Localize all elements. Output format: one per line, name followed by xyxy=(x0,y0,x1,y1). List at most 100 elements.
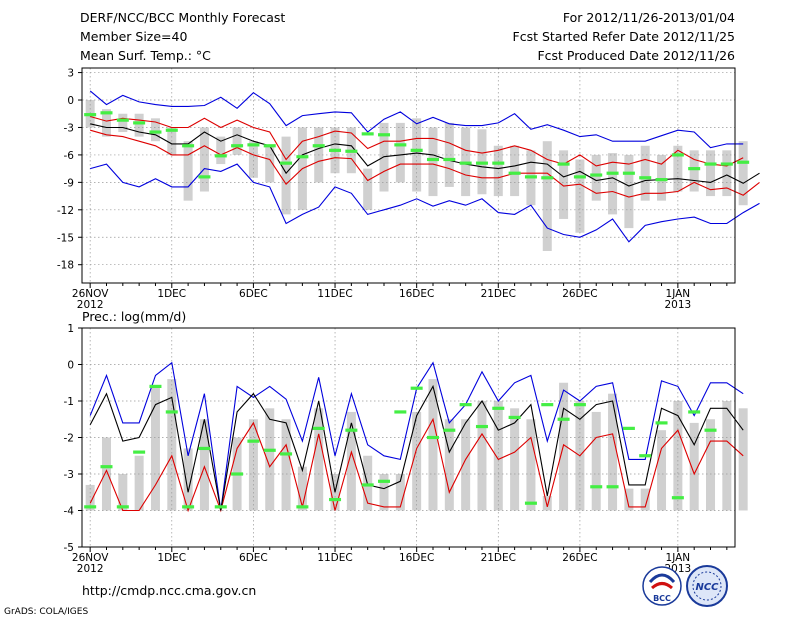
prec-climo-marker-21 xyxy=(426,435,439,440)
temp-spread-bar-26 xyxy=(510,145,520,197)
prec-climo-marker-20 xyxy=(410,386,423,390)
precip-title: Prec.: log(mm/d) xyxy=(82,309,186,324)
temp-climo-marker-0 xyxy=(84,113,97,117)
prec-climo-marker-6 xyxy=(182,505,195,509)
prec-climo-marker-30 xyxy=(573,403,586,407)
temp-climo-marker-22 xyxy=(443,157,456,162)
prec-climo-marker-18 xyxy=(378,479,391,483)
temp-climo-marker-10 xyxy=(247,143,260,147)
prec-climo-marker-32 xyxy=(606,485,619,489)
temp-ytick-label: -3 xyxy=(64,122,74,134)
prec-climo-marker-7 xyxy=(198,446,211,451)
temp-climo-marker-35 xyxy=(655,178,668,182)
temp-ytick-label: -18 xyxy=(57,260,74,272)
temp-climo-marker-29 xyxy=(557,162,570,166)
temp-climo-marker-15 xyxy=(329,148,342,152)
ncc-logo-text: NCC xyxy=(695,582,719,593)
temp-spread-bar-28 xyxy=(542,141,552,251)
prec-ytick-label: 1 xyxy=(67,323,74,335)
prec-spread-bar-19 xyxy=(395,474,405,511)
temp-spread-bar-21 xyxy=(428,127,438,197)
prec-climo-marker-4 xyxy=(149,384,162,388)
prec-spread-bar-34 xyxy=(640,488,650,511)
source-url[interactable]: http://cmdp.ncc.cma.gov.cn xyxy=(82,583,256,598)
temp-climo-marker-4 xyxy=(149,130,162,134)
temp-spread-bar-11 xyxy=(265,145,275,183)
prec-climo-marker-27 xyxy=(524,501,537,505)
prec-climo-marker-34 xyxy=(639,454,652,458)
prec-climo-marker-1 xyxy=(100,465,113,469)
temp-xtick-label: 6DEC xyxy=(239,288,268,300)
temp-climo-marker-1 xyxy=(100,111,113,115)
prec-xtick-label: 21DEC xyxy=(481,552,516,564)
prec-ytick-label: 0 xyxy=(67,360,74,372)
grads-credit: GrADS: COLA/IGES xyxy=(4,607,88,617)
prec-spread-bar-12 xyxy=(281,419,291,511)
bcc-logo-text: BCC xyxy=(653,594,671,603)
temp-ytick-label: 0 xyxy=(67,95,74,107)
temp-climo-marker-27 xyxy=(524,175,537,179)
fcst-started-label: Fcst Started Refer Date 2012/11/25 xyxy=(513,29,736,44)
prec-plot-frame xyxy=(81,327,736,548)
prec-spread-bar-32 xyxy=(608,393,618,511)
prec-climo-marker-38 xyxy=(704,428,717,432)
temp-climo-marker-34 xyxy=(639,176,652,180)
temp-climo-marker-11 xyxy=(263,144,276,148)
prec-spread-bar-22 xyxy=(444,419,454,511)
temp-spread-bar-3 xyxy=(134,113,144,137)
prec-climo-marker-14 xyxy=(312,426,325,430)
prec-climo-marker-10 xyxy=(247,439,260,443)
variable-label: Mean Surf. Temp.: °C xyxy=(80,48,211,63)
temp-climo-marker-16 xyxy=(345,149,358,153)
prec-climo-marker-26 xyxy=(508,415,521,420)
prec-ytick-label: -2 xyxy=(64,433,74,445)
temp-climo-marker-21 xyxy=(426,157,439,162)
temp-spread-bar-34 xyxy=(640,145,650,201)
temp-ensemble-min-line xyxy=(90,163,760,243)
prec-spread-bar-13 xyxy=(297,466,307,511)
temp-climo-marker-19 xyxy=(394,143,407,147)
temp-climo-marker-14 xyxy=(312,144,325,148)
prec-ytick-label: -4 xyxy=(64,506,75,518)
prec-ensemble-mean-line xyxy=(89,384,744,511)
temp-climo-marker-7 xyxy=(198,175,211,179)
prec-spread-bar-28 xyxy=(542,495,552,511)
temp-spread-bar-7 xyxy=(199,127,209,192)
ncc-logo: NCC xyxy=(686,565,728,607)
temp-ytick-label: -15 xyxy=(57,232,74,244)
prec-ytick-label: -3 xyxy=(64,469,74,481)
temp-spread-bar-1 xyxy=(101,109,111,137)
temp-climo-marker-30 xyxy=(573,175,586,179)
temp-climo-marker-8 xyxy=(214,154,227,158)
temp-climo-marker-39 xyxy=(720,162,733,166)
prec-spread-bar-39 xyxy=(722,401,732,511)
temp-spread-bar-40 xyxy=(738,141,748,206)
temp-xtick-label: 1DEC xyxy=(157,288,186,300)
temp-spread-bar-39 xyxy=(722,150,732,197)
prec-climo-marker-37 xyxy=(688,410,701,414)
prec-climo-marker-11 xyxy=(263,448,276,452)
temp-climo-marker-13 xyxy=(296,155,309,159)
temp-climo-marker-2 xyxy=(116,118,129,122)
temp-xtick-label: 16DEC xyxy=(399,288,434,300)
prec-spread-bar-37 xyxy=(689,422,699,511)
prec-xtick-label: 16DEC xyxy=(399,552,434,564)
temp-ytick-label: 3 xyxy=(67,68,74,80)
prec-spread-bar-3 xyxy=(134,455,144,511)
temp-climo-marker-12 xyxy=(280,161,293,165)
prec-climo-marker-23 xyxy=(459,403,472,407)
temp-climo-marker-9 xyxy=(231,144,244,148)
temp-spread-bar-10 xyxy=(248,141,258,178)
temp-xtick-sublabel: 2012 xyxy=(77,299,104,311)
temp-spread-bar-17 xyxy=(363,168,373,210)
prec-climo-marker-2 xyxy=(116,505,129,509)
member-size-label: Member Size=40 xyxy=(80,29,187,44)
prec-climo-marker-24 xyxy=(475,424,488,429)
temp-ytick-label: -6 xyxy=(64,150,75,162)
temp-xtick-label: 11DEC xyxy=(317,288,352,300)
prec-spread-bar-0 xyxy=(85,484,95,511)
temp-spread-bar-33 xyxy=(624,154,634,229)
